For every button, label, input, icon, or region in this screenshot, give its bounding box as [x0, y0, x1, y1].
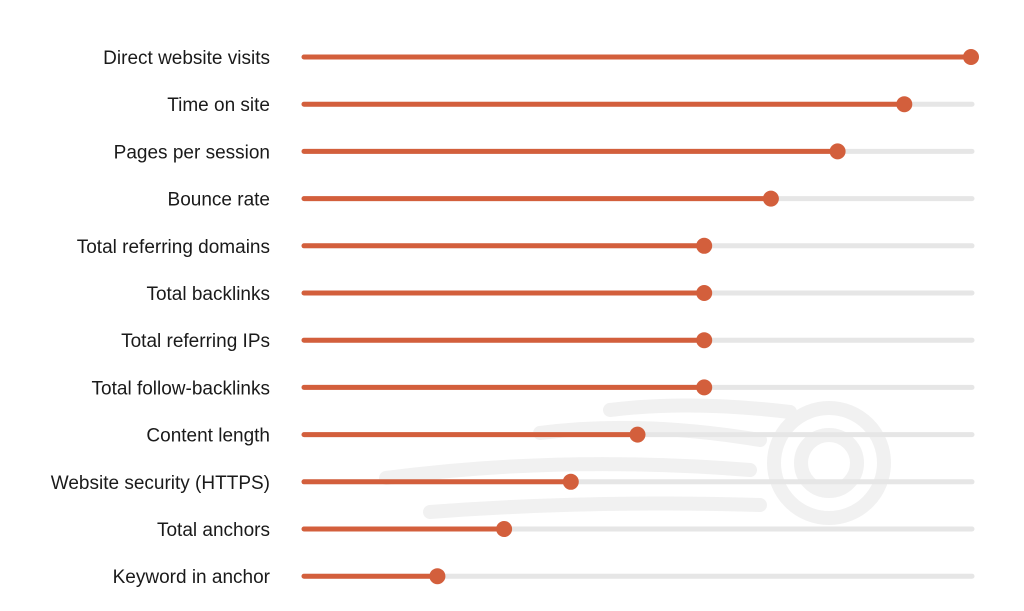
- value-marker: [696, 332, 713, 349]
- category-label: Total anchors: [157, 520, 270, 541]
- chart-row: Total backlinks: [146, 284, 975, 305]
- value-marker: [496, 521, 513, 537]
- chart-row: Total anchors: [157, 520, 975, 541]
- value-marker: [429, 568, 446, 585]
- value-marker: [629, 426, 646, 443]
- category-label: Time on site: [167, 95, 270, 116]
- category-label: Direct website visits: [103, 48, 270, 69]
- chart-row: Total follow-backlinks: [92, 378, 975, 399]
- chart-row: Time on site: [167, 95, 975, 116]
- value-marker: [696, 379, 713, 396]
- chart-row: Content length: [146, 426, 975, 447]
- category-label: Keyword in anchor: [113, 567, 271, 588]
- category-label: Total referring domains: [77, 237, 270, 258]
- value-marker: [696, 285, 713, 301]
- chart-row: Total referring domains: [77, 237, 975, 258]
- semrush-fireball-icon: [379, 398, 891, 525]
- category-label: Total follow-backlinks: [92, 378, 270, 399]
- category-label: Pages per session: [114, 142, 270, 163]
- value-marker: [829, 143, 846, 160]
- value-marker: [696, 237, 713, 254]
- category-label: Bounce rate: [168, 190, 270, 211]
- value-marker: [562, 473, 579, 490]
- value-marker: [762, 190, 779, 207]
- chart-row: Pages per session: [114, 142, 975, 163]
- chart-row: Bounce rate: [168, 190, 975, 211]
- category-label: Website security (HTTPS): [51, 473, 270, 494]
- chart-row: Keyword in anchor: [113, 567, 975, 588]
- category-label: Total referring IPs: [121, 331, 270, 352]
- chart-row: Direct website visits: [103, 48, 979, 69]
- category-label: Content length: [146, 426, 270, 447]
- category-label: Total backlinks: [146, 284, 270, 305]
- value-marker: [963, 49, 979, 65]
- chart-row: Total referring IPs: [121, 331, 975, 352]
- value-marker: [896, 96, 913, 113]
- chart-row: Website security (HTTPS): [51, 473, 975, 494]
